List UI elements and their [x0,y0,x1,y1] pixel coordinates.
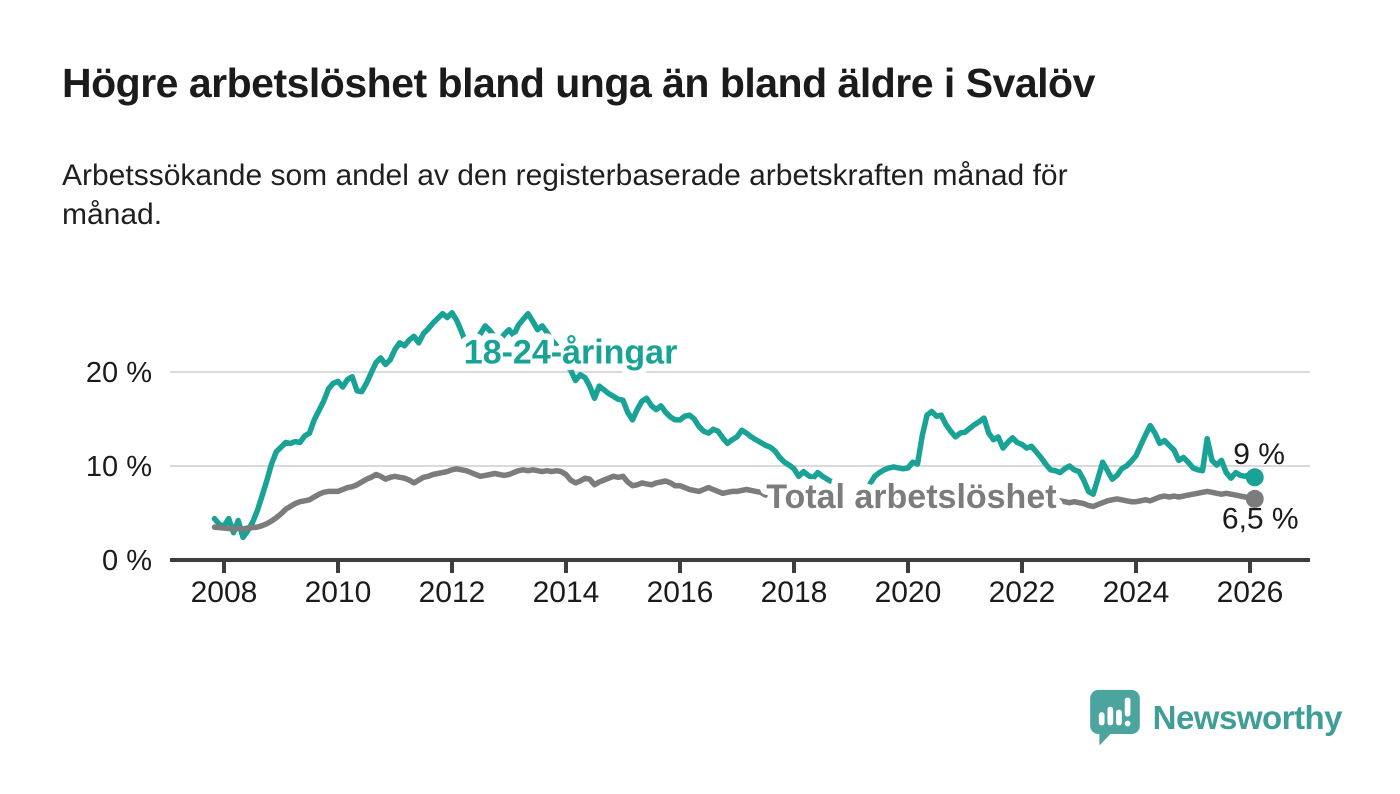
x-axis-tick-label: 2018 [761,576,828,609]
x-axis-tick-label: 2010 [305,576,372,609]
series-inline-label-total: Total arbetslöshet [766,478,1056,516]
x-axis-tick-label: 2016 [647,576,714,609]
series-end-dot-youth [1245,468,1264,487]
y-axis-tick-label: 20 % [86,357,152,389]
series-line-youth [211,310,849,541]
x-axis-tick-label: 2024 [1103,576,1170,609]
x-axis-tick-label: 2026 [1217,576,1284,609]
series-line-youth [867,408,1258,497]
x-axis-tick-label: 2022 [989,576,1056,609]
series-end-value-label-total: 6,5 % [1222,503,1299,536]
x-axis-tick-label: 2008 [191,576,258,609]
series-end-dot-total [1245,489,1264,508]
x-axis-tick-label: 2014 [533,576,600,609]
y-axis-tick-label: 0 % [102,545,152,577]
y-axis-tick-label: 10 % [86,451,152,483]
chart-subtitle-line-2: månad. [62,198,163,231]
series-inline-label-youth: 18-24-åringar [464,333,678,371]
chart-subtitle: Arbetssökande som andel av den registerb… [62,156,1282,234]
series-line-total [211,466,1258,532]
newsworthy-logo: Newsworthy [1089,689,1343,746]
x-axis-tick-label: 2012 [419,576,486,609]
chart-title: Högre arbetslöshet bland unga än bland ä… [62,60,1095,106]
series-end-value-label-youth: 9 % [1233,438,1285,471]
chart-subtitle-line-1: Arbetssökande som andel av den registerb… [62,159,1068,192]
x-axis-tick-label: 2020 [875,576,942,609]
bar-chart-speech-bubble-icon [1089,689,1140,746]
newsworthy-logo-text: Newsworthy [1152,698,1343,736]
